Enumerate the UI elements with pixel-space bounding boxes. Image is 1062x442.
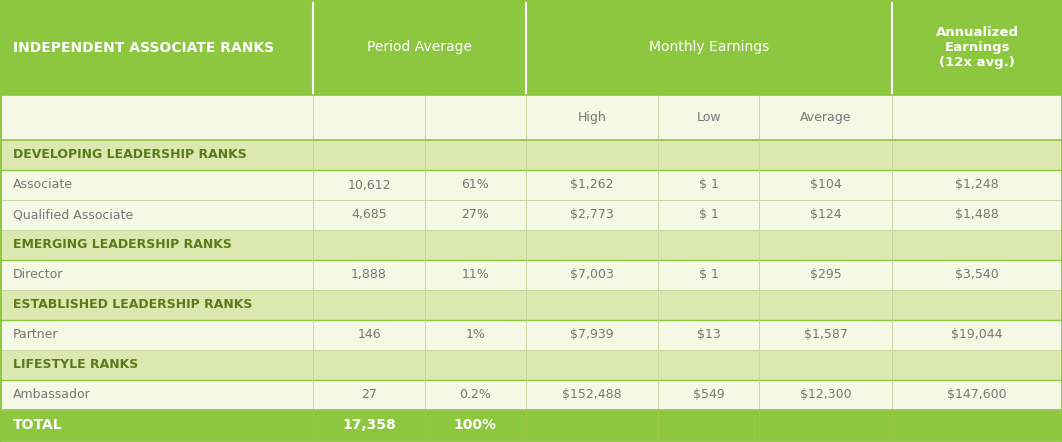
Text: 146: 146 bbox=[357, 328, 381, 342]
Text: 11%: 11% bbox=[461, 268, 490, 282]
Bar bbox=[526, 95, 658, 140]
Text: 61%: 61% bbox=[461, 179, 490, 191]
Bar bbox=[0, 95, 313, 140]
Bar bbox=[892, 0, 1062, 95]
Text: EMERGING LEADERSHIP RANKS: EMERGING LEADERSHIP RANKS bbox=[13, 239, 232, 251]
Text: Partner: Partner bbox=[13, 328, 58, 342]
Text: $1,248: $1,248 bbox=[955, 179, 999, 191]
Text: Qualified Associate: Qualified Associate bbox=[13, 209, 133, 221]
Text: TOTAL: TOTAL bbox=[13, 418, 63, 432]
Text: $2,773: $2,773 bbox=[570, 209, 614, 221]
Bar bbox=[526, 0, 892, 95]
Text: $295: $295 bbox=[810, 268, 841, 282]
Text: Director: Director bbox=[13, 268, 63, 282]
Text: 17,358: 17,358 bbox=[342, 418, 396, 432]
Text: $13: $13 bbox=[697, 328, 721, 342]
Bar bbox=[0, 410, 1062, 440]
Text: $12,300: $12,300 bbox=[800, 389, 852, 401]
Text: $147,600: $147,600 bbox=[947, 389, 1007, 401]
Text: $7,003: $7,003 bbox=[570, 268, 614, 282]
Text: 0.2%: 0.2% bbox=[459, 389, 492, 401]
Text: $1,488: $1,488 bbox=[955, 209, 999, 221]
Bar bbox=[0, 200, 1062, 230]
Text: High: High bbox=[578, 111, 606, 124]
Text: ESTABLISHED LEADERSHIP RANKS: ESTABLISHED LEADERSHIP RANKS bbox=[13, 298, 252, 312]
Text: 27: 27 bbox=[361, 389, 377, 401]
Bar bbox=[0, 290, 1062, 320]
Text: Ambassador: Ambassador bbox=[13, 389, 90, 401]
Bar bbox=[0, 320, 1062, 350]
Text: Low: Low bbox=[697, 111, 721, 124]
Text: 10,612: 10,612 bbox=[347, 179, 391, 191]
Text: LIFESTYLE RANKS: LIFESTYLE RANKS bbox=[13, 358, 138, 371]
Bar bbox=[313, 95, 526, 140]
Text: $19,044: $19,044 bbox=[952, 328, 1003, 342]
Bar bbox=[0, 0, 313, 95]
Bar bbox=[0, 230, 1062, 260]
Text: Associate: Associate bbox=[13, 179, 72, 191]
Text: Monthly Earnings: Monthly Earnings bbox=[649, 41, 769, 54]
Bar bbox=[0, 260, 1062, 290]
Bar bbox=[313, 0, 526, 95]
Bar bbox=[0, 380, 1062, 410]
Text: $1,262: $1,262 bbox=[570, 179, 614, 191]
Text: $549: $549 bbox=[693, 389, 724, 401]
Text: $1,587: $1,587 bbox=[804, 328, 847, 342]
Text: $ 1: $ 1 bbox=[699, 179, 719, 191]
Text: 1%: 1% bbox=[465, 328, 485, 342]
Text: 100%: 100% bbox=[453, 418, 497, 432]
Text: 1,888: 1,888 bbox=[352, 268, 387, 282]
Text: $ 1: $ 1 bbox=[699, 268, 719, 282]
Bar bbox=[658, 95, 759, 140]
Text: Annualized
Earnings
(12x avg.): Annualized Earnings (12x avg.) bbox=[936, 26, 1018, 69]
Text: $152,488: $152,488 bbox=[562, 389, 622, 401]
Text: $104: $104 bbox=[810, 179, 841, 191]
Text: Average: Average bbox=[800, 111, 852, 124]
Bar bbox=[0, 350, 1062, 380]
Text: $7,939: $7,939 bbox=[570, 328, 614, 342]
Text: 27%: 27% bbox=[461, 209, 490, 221]
Text: $3,540: $3,540 bbox=[955, 268, 999, 282]
Text: DEVELOPING LEADERSHIP RANKS: DEVELOPING LEADERSHIP RANKS bbox=[13, 149, 246, 161]
Text: Period Average: Period Average bbox=[367, 41, 472, 54]
Text: INDEPENDENT ASSOCIATE RANKS: INDEPENDENT ASSOCIATE RANKS bbox=[13, 41, 274, 54]
Bar bbox=[0, 170, 1062, 200]
Bar bbox=[892, 95, 1062, 140]
Text: $124: $124 bbox=[810, 209, 841, 221]
Bar bbox=[759, 95, 892, 140]
Text: 4,685: 4,685 bbox=[352, 209, 387, 221]
Bar bbox=[0, 140, 1062, 170]
Text: $ 1: $ 1 bbox=[699, 209, 719, 221]
